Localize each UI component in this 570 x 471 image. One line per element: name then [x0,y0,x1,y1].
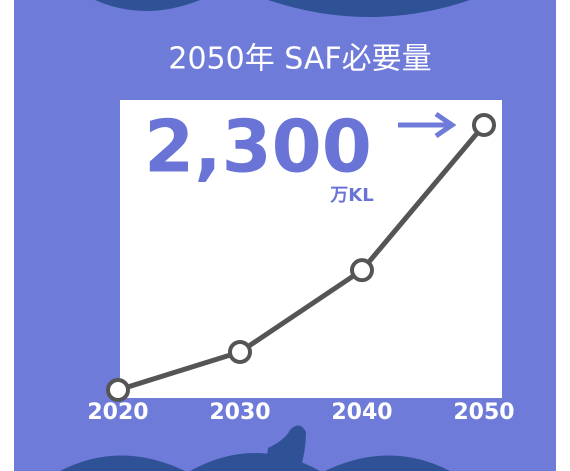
point [108,380,128,400]
point [474,115,494,135]
chart-title: 2050年 SAF必要量 [168,42,431,77]
x-tick-label: 2030 [209,400,270,425]
value-label: 2,300 [144,105,372,189]
chart: 2050年 SAF必要量 2020 2030 2040 2050 2,300万KL [0,0,570,471]
point [352,260,372,280]
x-tick-label: 2020 [87,400,148,425]
x-tick-label: 2050 [453,400,514,425]
page: {"chart_data": {"type": "line", "title":… [0,0,570,471]
point [230,342,250,362]
unit-label: 万KL [329,185,373,206]
x-tick-label: 2040 [331,400,392,425]
